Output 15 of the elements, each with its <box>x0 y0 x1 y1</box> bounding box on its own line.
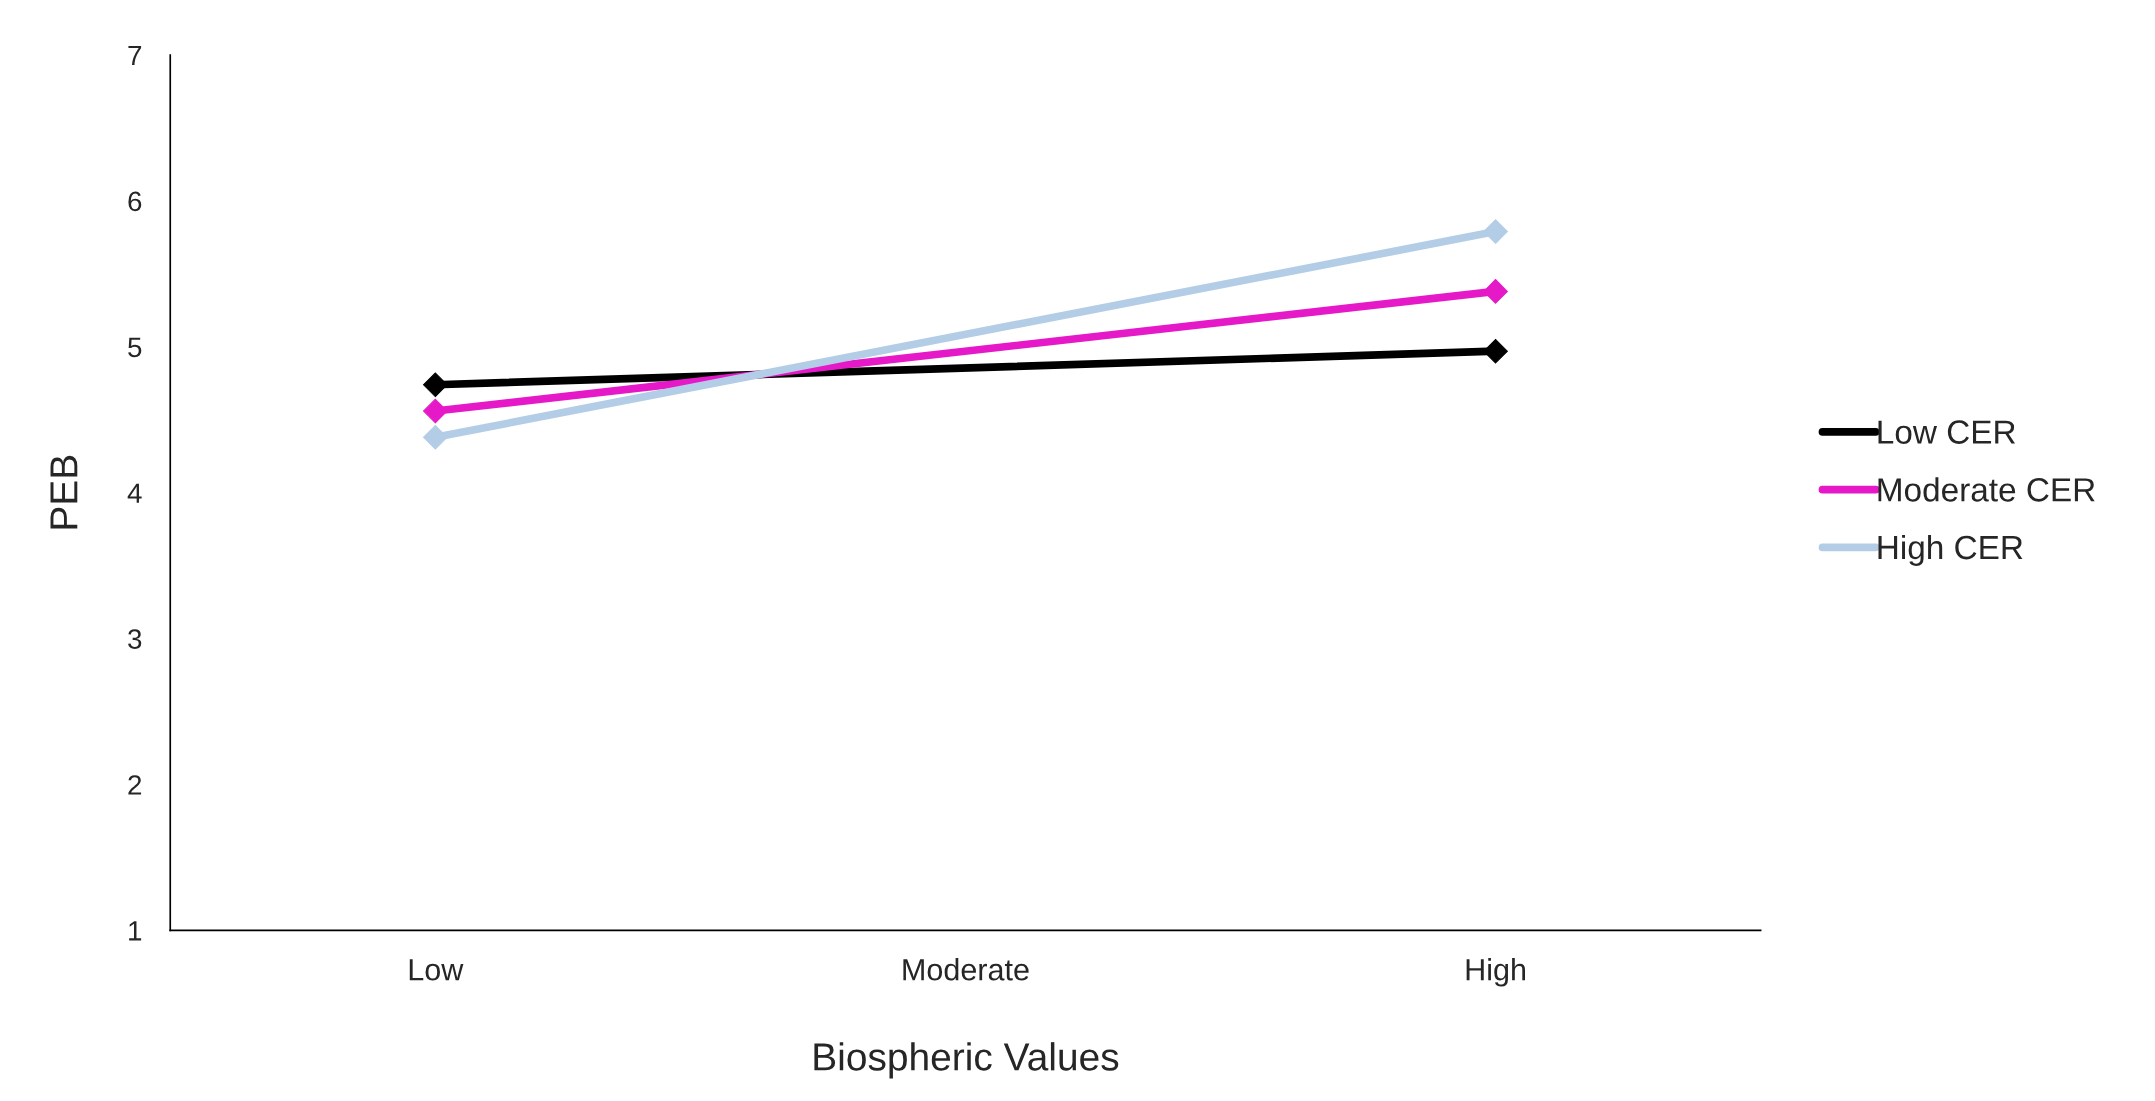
y-tick-label: 6 <box>128 191 142 212</box>
legend-label: Low CER <box>1878 420 2016 444</box>
y-tick-label: 4 <box>127 483 142 503</box>
x-tick-label: Moderate <box>903 958 1029 981</box>
x-tick-label: High <box>1466 958 1526 987</box>
x-axis-title: Biospheric Values <box>814 1042 1119 1079</box>
y-tick-label: 1 <box>129 921 142 941</box>
y-tick-label: 2 <box>128 775 142 795</box>
x-tick-label: Low <box>409 959 464 981</box>
legend-label: High CER <box>1878 534 2023 566</box>
y-tick-label: 5 <box>128 337 142 358</box>
y-tick-label: 3 <box>128 629 142 649</box>
legend-label: Moderate CER <box>1878 477 2095 502</box>
y-tick-label: 7 <box>128 46 142 66</box>
y-axis-title: PEB <box>50 455 78 529</box>
